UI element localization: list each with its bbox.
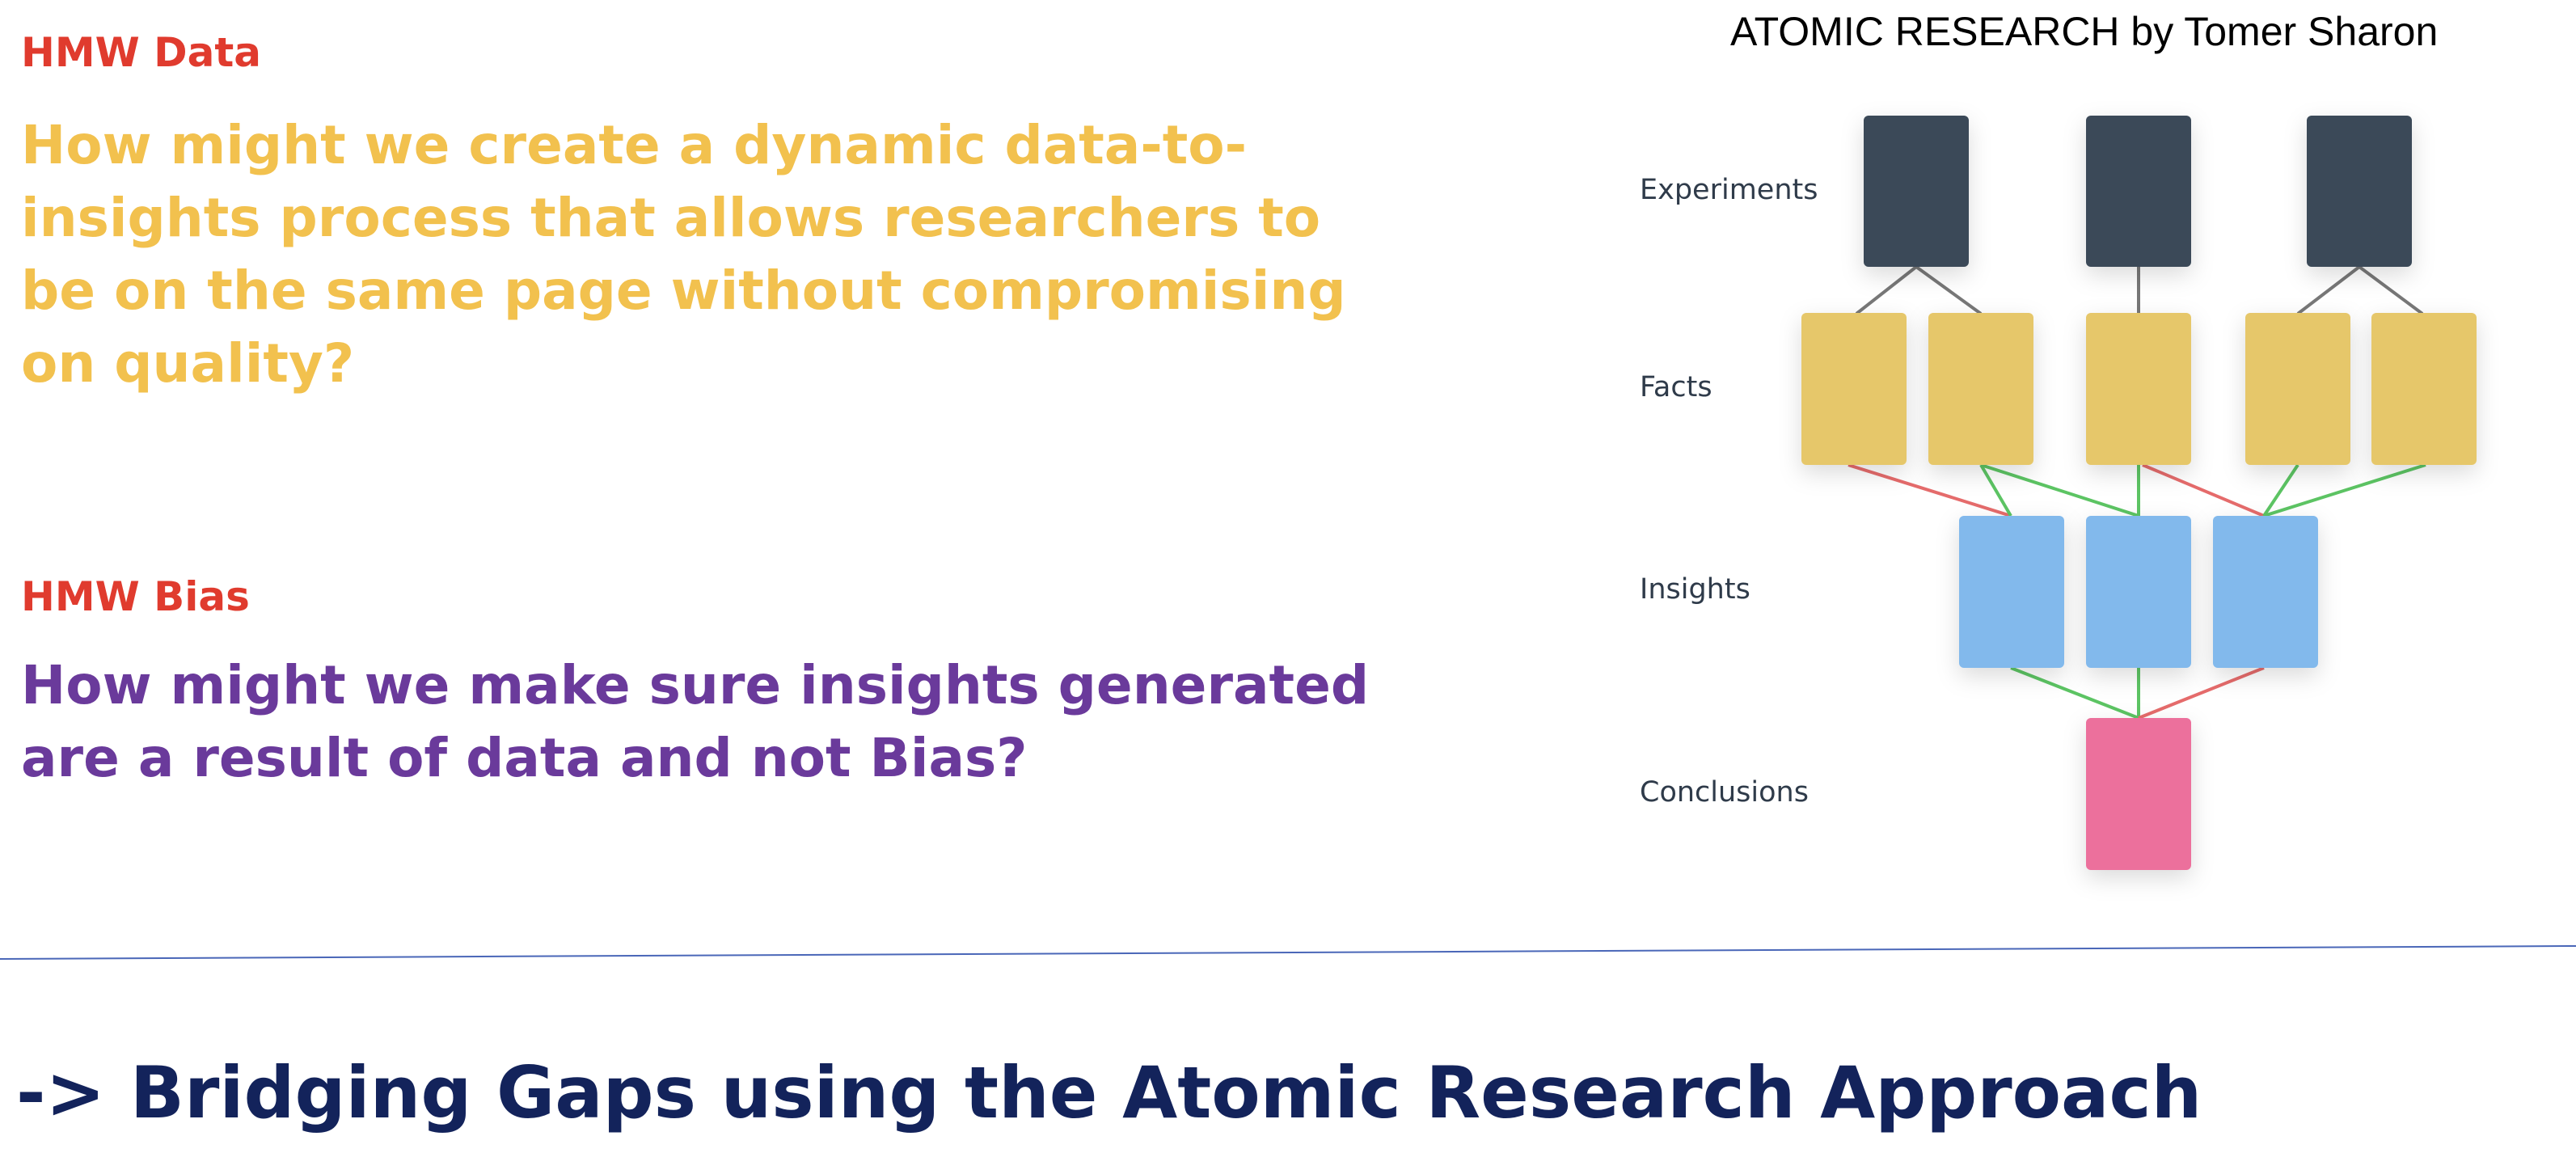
fact-card	[2371, 313, 2477, 465]
links-experiments-facts	[1855, 265, 2424, 315]
insight-card	[2213, 516, 2318, 668]
link-supports	[2263, 463, 2426, 517]
links-facts-insights	[1848, 463, 2426, 517]
insight-card	[1959, 516, 2064, 668]
fact-card	[2245, 313, 2350, 465]
section-divider	[0, 945, 2576, 960]
link-supports	[2010, 666, 2139, 720]
link-neutral	[1915, 265, 1983, 315]
insights-row	[1959, 516, 2318, 668]
hmw-data-question: How might we create a dynamic data-to-in…	[21, 114, 1346, 395]
links-insights-conclusion	[2010, 666, 2265, 720]
link-contradicts	[2142, 463, 2265, 517]
row-label-conclusions: Conclusions	[1640, 776, 1809, 809]
insight-card	[2086, 516, 2191, 668]
fact-card	[1801, 313, 1907, 465]
diagram-title: ATOMIC RESEARCH by Tomer Sharon	[1730, 9, 2439, 54]
link-supports	[1980, 463, 2139, 517]
link-neutral	[2358, 265, 2424, 315]
link-neutral	[1855, 265, 1918, 315]
link-contradicts	[1848, 463, 2012, 517]
link-supports	[2262, 463, 2299, 517]
experiment-card	[2307, 116, 2412, 267]
conclusions-row	[2086, 718, 2191, 870]
facts-row	[1801, 313, 2477, 465]
link-contradicts	[2138, 666, 2265, 720]
experiment-card	[2086, 116, 2191, 267]
row-label-experiments: Experiments	[1640, 174, 1818, 206]
link-supports	[1979, 463, 2012, 517]
bottom-title: -> Bridging Gaps using the Atomic Resear…	[16, 1051, 2202, 1134]
link-neutral	[2296, 265, 2361, 315]
hmw-bias-question: How might we make sure insights generate…	[21, 654, 1370, 789]
fact-card	[1928, 313, 2033, 465]
experiment-card	[1864, 116, 1969, 267]
experiments-row	[1864, 116, 2412, 267]
row-label-facts: Facts	[1640, 371, 1712, 403]
hmw-bias-label: HMW Bias	[21, 573, 250, 620]
row-label-insights: Insights	[1640, 573, 1750, 606]
fact-card	[2086, 313, 2191, 465]
conclusion-card	[2086, 718, 2191, 870]
hmw-data-label: HMW Data	[21, 29, 262, 76]
